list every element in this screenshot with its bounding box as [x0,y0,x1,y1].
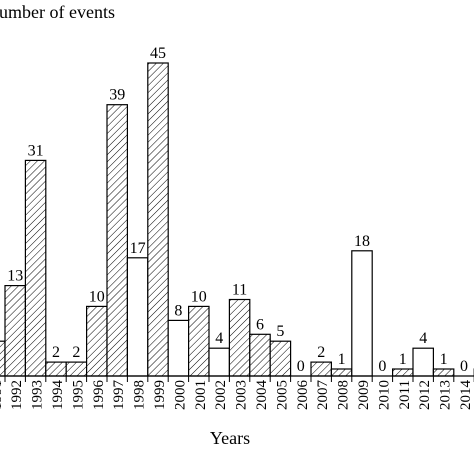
value-label-2004: 6 [256,316,264,333]
tick-label-2011: 2011 [397,380,413,409]
tick-label-2004: 2004 [254,380,270,411]
value-label-2008: 1 [338,351,346,368]
value-label-1996: 10 [89,288,105,305]
x-ticks-group [4,376,474,382]
x-tick-labels-group: 1991 1992 1993 1994 1995 1996 1997 1998 1999 2000… [0,380,474,411]
value-label-2009: 18 [354,233,370,250]
value-label-1994: 2 [52,344,60,361]
tick-label-1991: 1991 [0,380,5,410]
tick-label-2002: 2002 [213,380,229,410]
tick-label-1993: 1993 [30,380,46,410]
value-label-1995: 2 [72,344,80,361]
value-label-1993: 31 [28,142,44,159]
tick-label-2006: 2006 [295,380,311,411]
bar-1991 [0,340,6,377]
value-label-1992: 13 [7,268,23,285]
tick-label-1997: 1997 [111,380,127,411]
bar-1992 [4,285,26,377]
tick-label-1999: 1999 [152,380,168,410]
bar-1993 [24,159,47,377]
tick-label-2003: 2003 [234,380,250,410]
value-label-2003: 11 [232,282,247,299]
value-label-2013: 1 [440,351,448,368]
tick-label-1998: 1998 [132,380,148,410]
bar-2005 [269,340,292,377]
bar-2009 [351,250,373,377]
bar-1995 [65,361,88,377]
tick-label-2001: 2001 [193,380,209,410]
value-label-2007: 2 [317,344,325,361]
x-axis-title: Years [210,428,250,448]
bar-2013 [432,368,455,377]
tick-label-2010: 2010 [376,380,392,410]
bar-2002 [208,347,230,377]
bar-2000 [167,319,190,377]
tick-label-2005: 2005 [274,380,290,410]
tick-label-2008: 2008 [336,380,352,410]
tick-label-1994: 1994 [50,380,66,411]
value-label-1999: 45 [150,45,166,62]
tick-label-2000: 2000 [172,380,188,410]
bar-2008 [330,368,353,377]
bar-1998 [126,257,149,377]
value-label-2000: 8 [174,302,182,319]
tick-label-2009: 2009 [356,380,372,410]
value-label-1997: 39 [109,87,125,104]
bar-2003 [228,298,251,377]
bar-1999 [147,62,169,377]
tick-label-2014: 2014 [458,380,474,411]
value-label-2006: 0 [297,358,305,375]
value-label-2005: 5 [276,323,284,340]
value-label-2001: 10 [191,288,207,305]
bar-2011 [392,368,414,377]
tick-label-2012: 2012 [417,380,433,410]
y-axis-title: Number of events [0,2,115,22]
value-label-1998: 17 [130,240,146,257]
bar-1997 [106,104,128,377]
tick-label-1995: 1995 [70,380,86,410]
bars-group [0,62,474,377]
bar-1996 [85,305,108,377]
bar-2001 [188,305,210,377]
value-label-2011: 1 [399,351,407,368]
bar-2007 [310,361,332,377]
value-label-2014: 0 [460,358,468,375]
bar-1994 [45,361,67,377]
value-label-2012: 4 [419,330,427,347]
tick-label-1992: 1992 [9,380,25,410]
tick-label-2007: 2007 [315,380,331,411]
tick-label-1996: 1996 [91,380,107,411]
value-label-2010: 0 [378,358,386,375]
bar-2012 [412,347,434,377]
value-label-2002: 4 [215,330,223,347]
bar-2004 [249,333,271,377]
tick-label-2013: 2013 [438,380,454,410]
